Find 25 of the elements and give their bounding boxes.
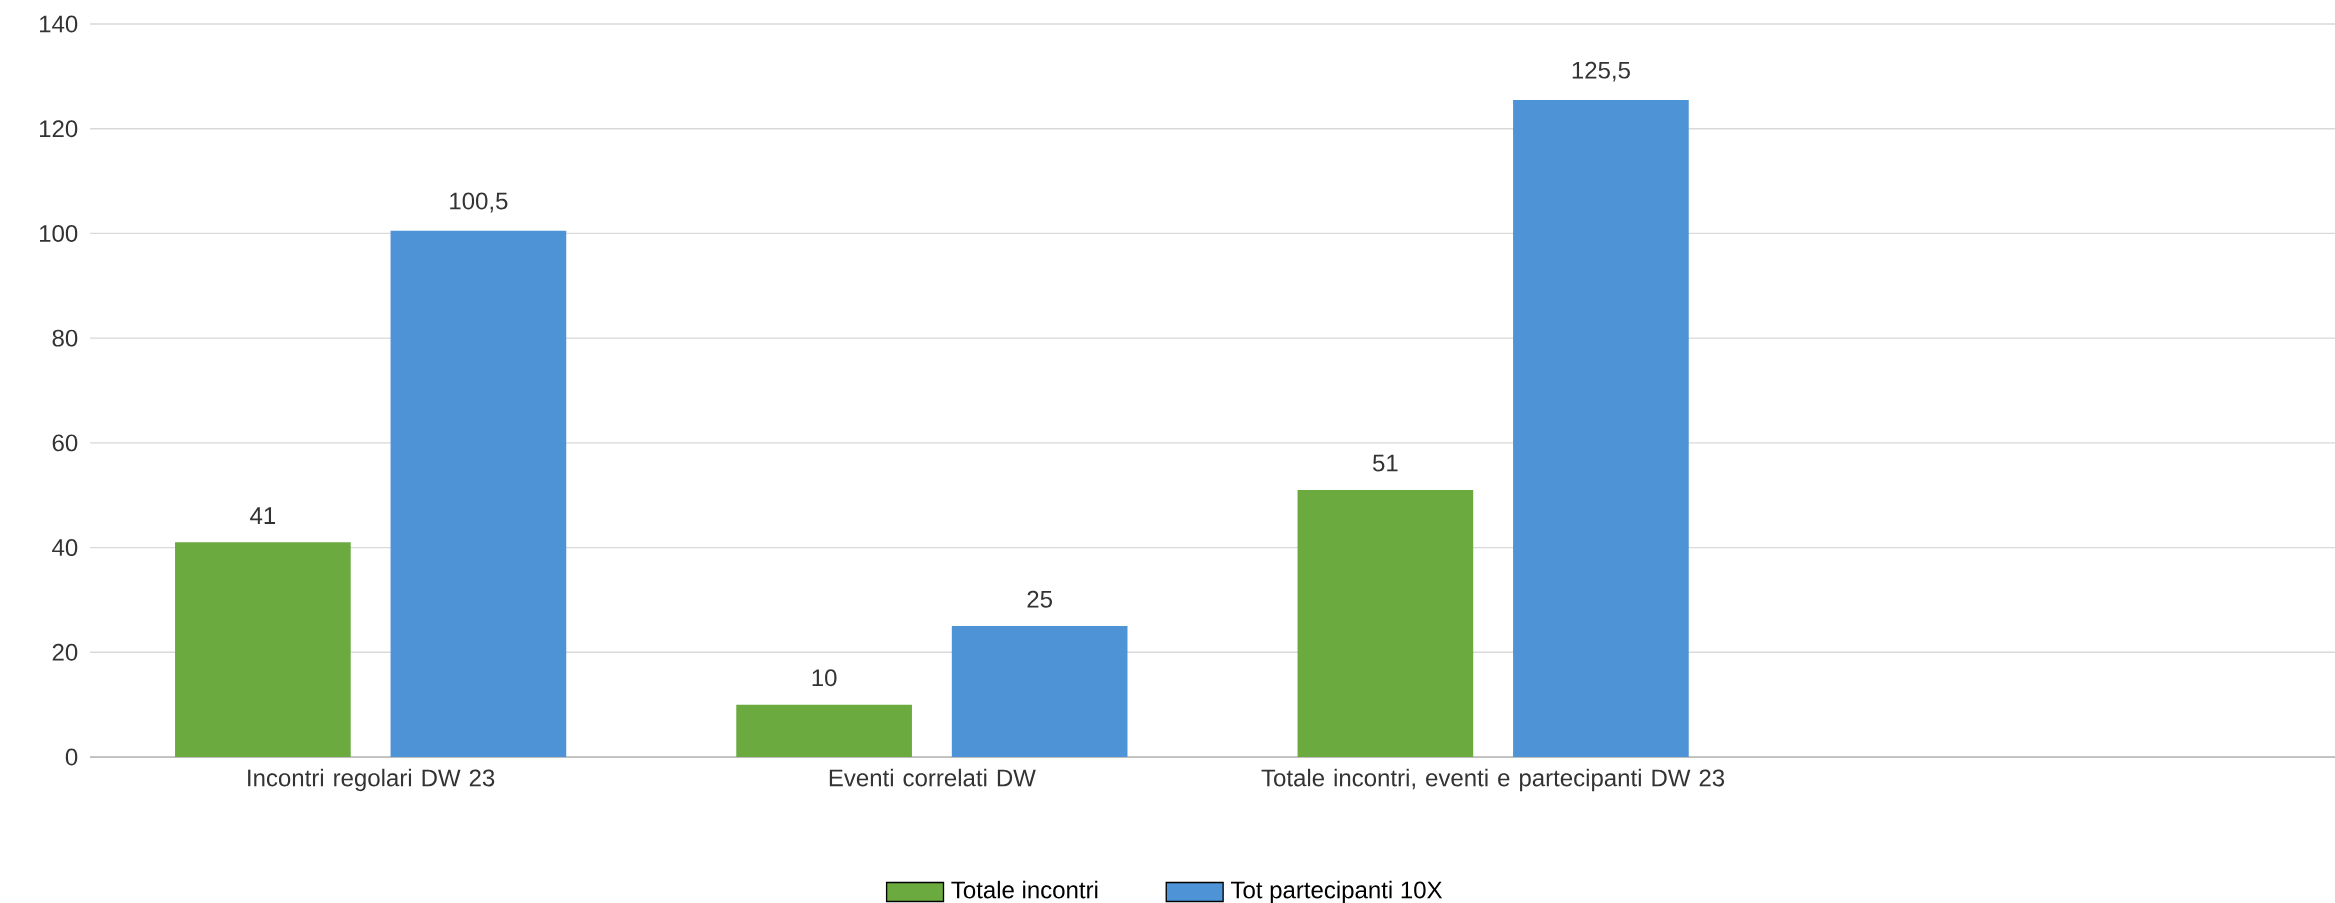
- y-tick-label: 80: [52, 329, 78, 347]
- data-label: 51: [1372, 454, 1398, 472]
- data-label: 10: [812, 669, 837, 687]
- bar: [951, 626, 1128, 757]
- bar: [1297, 489, 1474, 757]
- data-label: 25: [1027, 590, 1052, 608]
- y-tick-label: 20: [52, 643, 78, 661]
- x-tick-label: Eventi correlati DW: [829, 768, 1036, 787]
- data-label: 41: [250, 507, 276, 524]
- bar: [390, 230, 567, 757]
- bar: [175, 542, 351, 757]
- y-tick-label: 60: [52, 434, 78, 452]
- x-tick-label: Incontri regolari DW 23: [248, 768, 495, 792]
- legend-label: Tot partecipanti 10X: [1231, 880, 1443, 903]
- data-label: 125,5: [1572, 61, 1630, 82]
- bar: [1513, 99, 1689, 757]
- y-tick-label: 40: [52, 539, 78, 557]
- y-tick-label: 100: [40, 224, 78, 242]
- y-tick-label: 140: [40, 15, 78, 33]
- bar: [736, 704, 912, 757]
- legend-label: Totale incontri: [951, 880, 1098, 899]
- data-label: 100,5: [450, 192, 508, 213]
- x-tick-label: Totale incontri, eventi e partecipanti DW 23: [1261, 768, 1725, 792]
- y-tick-label: 120: [40, 120, 78, 138]
- y-tick-label: 0: [65, 748, 78, 766]
